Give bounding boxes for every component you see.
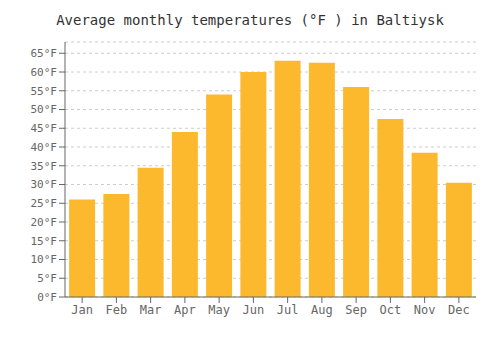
- html-text:Average monthly temperatures (: Average monthly temperatures (°F ) in Ba…: [56, 12, 444, 28]
- svg-text:Mar: Mar: [140, 303, 162, 317]
- svg-text:Jul: Jul: [277, 303, 299, 317]
- svg-text:45°F: 45°F: [31, 122, 58, 135]
- svg-text:Dec: Dec: [448, 303, 470, 317]
- svg-text:Jan: Jan: [71, 303, 93, 317]
- svg-text:40°F: 40°F: [31, 141, 58, 154]
- svg-text:65°F: 65°F: [31, 47, 58, 60]
- svg-text:May: May: [208, 303, 230, 317]
- svg-text:30°F: 30°F: [31, 178, 58, 191]
- svg-text:Apr: Apr: [174, 303, 196, 317]
- svg-text:Jun: Jun: [243, 303, 265, 317]
- svg-text:60°F: 60°F: [31, 66, 58, 79]
- svg-text:5°F: 5°F: [37, 272, 57, 285]
- svg-text:10°F: 10°F: [31, 253, 58, 266]
- svg-text:Nov: Nov: [414, 303, 436, 317]
- svg-text:50°F: 50°F: [31, 103, 58, 116]
- svg-text:Sep: Sep: [345, 303, 367, 317]
- svg-text:55°F: 55°F: [31, 85, 58, 98]
- svg-text:Feb: Feb: [106, 303, 128, 317]
- svg-text:25°F: 25°F: [31, 197, 58, 210]
- svg-text:15°F: 15°F: [31, 235, 58, 248]
- svg-text:0°F: 0°F: [37, 291, 57, 304]
- svg-text:Oct: Oct: [380, 303, 402, 317]
- svg-text:35°F: 35°F: [31, 160, 58, 173]
- svg-text:Aug: Aug: [311, 303, 333, 317]
- svg-text:20°F: 20°F: [31, 216, 58, 229]
